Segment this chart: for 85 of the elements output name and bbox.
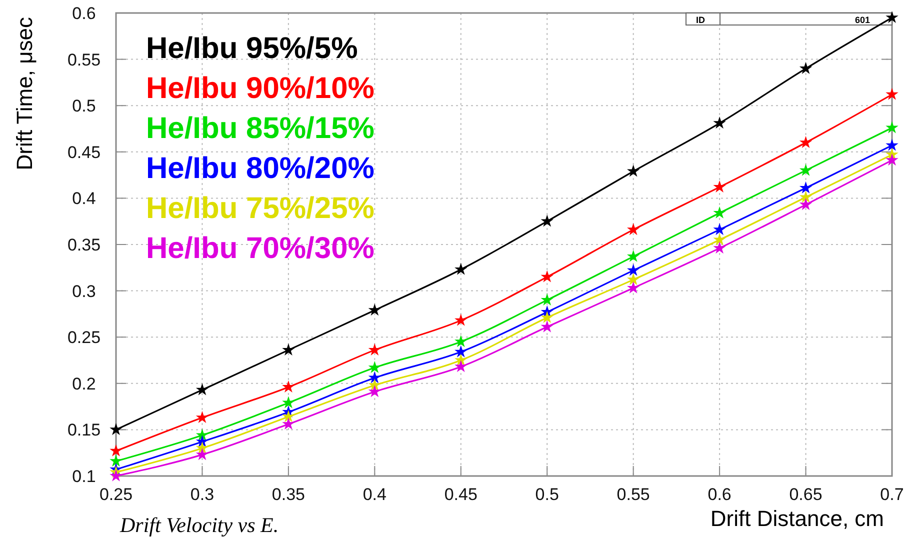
text: He/Ibu 95%/5% bbox=[146, 32, 358, 65]
text: He/Ibu 70%/30% bbox=[146, 232, 374, 265]
y-tick-label: 0.45 bbox=[67, 142, 101, 162]
text: He/Ibu 80%/20% bbox=[146, 152, 374, 185]
x-tick-label: 0.6 bbox=[708, 485, 732, 504]
point bbox=[626, 273, 640, 286]
point bbox=[454, 354, 468, 366]
point bbox=[368, 343, 382, 356]
point bbox=[626, 264, 640, 276]
text: He/Ibu 90%/10% bbox=[146, 72, 374, 105]
x-tick-label: 0.55 bbox=[616, 485, 650, 504]
point bbox=[713, 223, 726, 236]
point bbox=[886, 154, 898, 166]
point bbox=[799, 190, 812, 203]
point bbox=[540, 270, 554, 282]
point bbox=[713, 116, 726, 129]
point bbox=[540, 293, 554, 306]
x-tick-label: 0.3 bbox=[190, 485, 214, 504]
text: He/Ibu 75%/25% bbox=[146, 192, 374, 225]
point bbox=[799, 62, 812, 74]
y-tick-label: 0.4 bbox=[72, 189, 96, 208]
point bbox=[799, 136, 812, 148]
x-tick-label: 0.35 bbox=[272, 485, 305, 504]
y-tick-label: 0.35 bbox=[67, 236, 101, 254]
point bbox=[196, 410, 209, 424]
y-tick-label: 0.5 bbox=[72, 96, 96, 116]
point bbox=[626, 223, 640, 236]
point bbox=[713, 180, 726, 192]
point bbox=[110, 444, 122, 456]
y-tick-label: 0.1 bbox=[72, 467, 96, 486]
point bbox=[799, 198, 812, 210]
y-tick-label: 0.3 bbox=[72, 282, 96, 301]
point bbox=[626, 164, 640, 177]
y-tick-label: 0.2 bbox=[72, 374, 96, 394]
point bbox=[282, 396, 295, 408]
x-tick-label: 0.4 bbox=[362, 485, 386, 504]
y-tick-label: 0.25 bbox=[67, 328, 101, 348]
point bbox=[886, 10, 898, 24]
y-axis-title: Drift Time, μsec bbox=[12, 17, 37, 170]
y-tick-label: 0.15 bbox=[67, 420, 101, 440]
point bbox=[540, 320, 554, 332]
annotation: 601 bbox=[854, 15, 870, 25]
point bbox=[626, 281, 640, 294]
x-tick-label: 0.25 bbox=[99, 485, 133, 504]
x-tick-label: 0.45 bbox=[444, 485, 478, 504]
text: He/Ibu 85%/15% bbox=[146, 112, 374, 145]
x-tick-label: 0.65 bbox=[789, 485, 822, 504]
x-tick-label: 0.5 bbox=[535, 485, 559, 504]
point bbox=[282, 417, 295, 430]
text: Drift Velocity vs E. bbox=[119, 513, 279, 537]
point bbox=[540, 310, 554, 324]
point bbox=[110, 423, 122, 436]
stats-box: ID 601 bbox=[686, 12, 892, 26]
point bbox=[368, 378, 382, 391]
point bbox=[886, 88, 898, 100]
point bbox=[110, 454, 122, 467]
point bbox=[540, 214, 554, 227]
point bbox=[282, 343, 295, 356]
point bbox=[886, 138, 898, 151]
point bbox=[454, 314, 468, 326]
point bbox=[713, 242, 726, 254]
x-axis-title: Drift Distance, cm bbox=[710, 506, 884, 531]
x-tick-label: 0.7 bbox=[880, 485, 904, 504]
point bbox=[196, 428, 209, 441]
point bbox=[713, 206, 726, 218]
point bbox=[368, 360, 382, 374]
point bbox=[196, 383, 209, 396]
y-tick-label: 0.6 bbox=[72, 4, 96, 23]
annotation: ID bbox=[696, 15, 706, 25]
point bbox=[196, 448, 209, 460]
point bbox=[886, 121, 898, 134]
y-tick-label: 0.55 bbox=[67, 50, 101, 70]
point bbox=[799, 164, 812, 176]
point bbox=[454, 262, 468, 275]
point bbox=[282, 380, 295, 393]
point bbox=[626, 250, 640, 262]
point bbox=[799, 181, 812, 194]
point bbox=[282, 410, 295, 422]
point bbox=[368, 304, 382, 316]
point bbox=[368, 371, 382, 384]
point bbox=[454, 345, 468, 358]
point bbox=[713, 233, 726, 246]
point bbox=[454, 360, 468, 372]
point bbox=[454, 335, 468, 348]
point bbox=[110, 469, 122, 482]
